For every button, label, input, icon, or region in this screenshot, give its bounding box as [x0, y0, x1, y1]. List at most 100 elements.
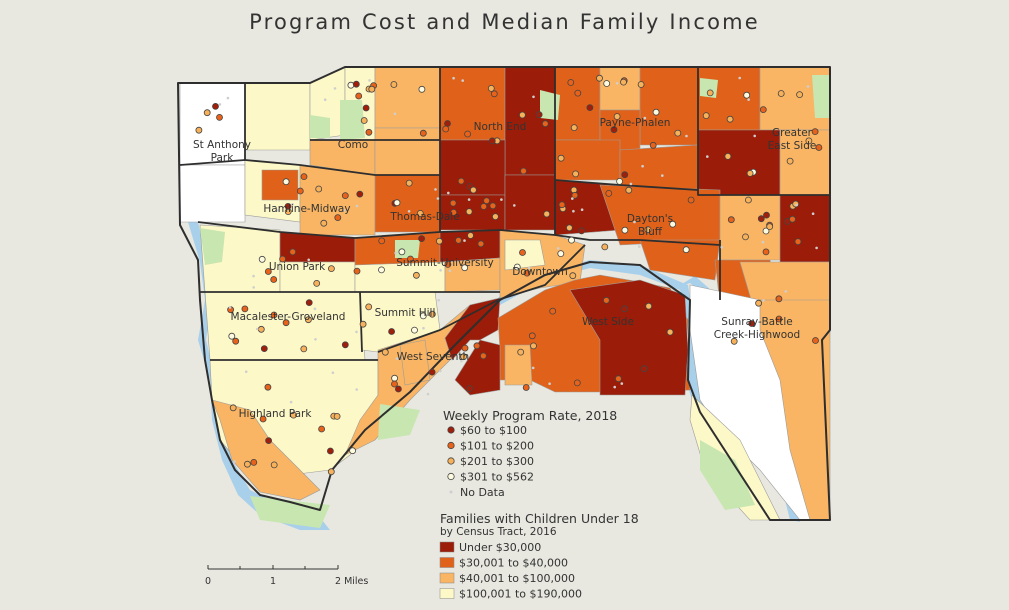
neighborhood-label: Payne-Phalen: [600, 117, 671, 129]
no-data-dot: [629, 182, 633, 186]
no-data-dot: [460, 359, 463, 363]
tract-2: [244, 82, 311, 151]
program-dot: [464, 130, 472, 138]
legend-program-label: No Data: [460, 486, 505, 499]
program-dot: [572, 170, 579, 178]
no-data-dot: [531, 366, 535, 370]
program-dot: [483, 197, 491, 205]
program-dot: [601, 243, 609, 251]
program-dot: [724, 152, 732, 160]
tract-14: [599, 66, 641, 111]
no-data-dot: [447, 191, 450, 195]
program-dot: [645, 302, 653, 310]
program-dot: [522, 384, 530, 391]
neighborhood-label: West Seventh: [397, 351, 469, 363]
program-dot: [620, 78, 627, 86]
program-dot: [727, 216, 735, 224]
program-dot: [467, 232, 474, 239]
program-dot: [777, 90, 785, 97]
program-dot: [352, 80, 360, 88]
no-data-dot: [422, 326, 425, 330]
no-data-dot: [314, 338, 317, 341]
program-dot: [353, 267, 361, 275]
program-dot: [444, 260, 452, 268]
program-dot: [279, 255, 287, 263]
program-dot: [264, 383, 272, 391]
program-dot: [349, 447, 357, 455]
tract-24: [261, 169, 299, 201]
program-dot: [479, 352, 487, 360]
map-title: Program Cost and Median Family Income: [249, 10, 760, 34]
legend-income-swatch: [439, 557, 455, 568]
program-dot: [528, 332, 536, 340]
program-dot: [250, 458, 258, 466]
no-data-dot: [580, 208, 584, 211]
program-dot: [406, 255, 414, 263]
no-data-dot: [761, 240, 765, 244]
tract-49: [211, 399, 321, 501]
program-dot: [466, 385, 473, 392]
program-dot: [794, 238, 802, 246]
program-dot: [669, 220, 677, 228]
no-data-dot: [500, 198, 503, 201]
legend-program-symbol: [449, 490, 453, 494]
program-dot: [270, 276, 278, 283]
program-dot: [318, 425, 326, 433]
program-dot: [320, 219, 328, 227]
boundary-8: [197, 221, 721, 246]
program-dot: [435, 237, 443, 245]
park-1: [310, 115, 330, 138]
program-dot: [388, 328, 396, 335]
program-dot: [523, 269, 531, 277]
program-dot: [300, 345, 308, 353]
program-dot: [674, 129, 682, 137]
tract-52: [399, 339, 431, 386]
program-dot: [519, 249, 526, 256]
no-data-dot: [252, 286, 255, 289]
program-dot: [265, 437, 273, 445]
program-dot: [586, 104, 594, 111]
tract-54: [569, 279, 689, 396]
program-dot: [603, 80, 611, 87]
program-dot: [748, 320, 756, 327]
legend-income-title: Families with Children Under 18: [440, 511, 639, 526]
neighborhood-label: Hamline-Midway: [263, 203, 350, 215]
program-dot: [742, 233, 749, 241]
legend-income-subtitle: by Census Tract, 2016: [440, 526, 557, 538]
no-data-dot: [393, 112, 397, 116]
program-dot: [365, 303, 373, 311]
program-dot: [745, 196, 752, 204]
program-dot: [480, 203, 488, 210]
no-data-dot: [291, 203, 294, 206]
neighborhood-label: St Anthony Park: [193, 139, 251, 164]
program-dot: [355, 92, 363, 100]
program-dot: [391, 374, 399, 382]
program-dot: [569, 272, 577, 280]
program-dot: [419, 312, 427, 320]
program-dot: [258, 255, 266, 263]
program-dot: [241, 305, 249, 313]
legend-income-label: Under $30,000: [459, 541, 541, 554]
program-dot: [687, 196, 695, 204]
program-dot: [557, 154, 565, 162]
program-dot: [625, 186, 633, 194]
neighborhood-label: Highland Park: [239, 408, 313, 420]
program-dot: [461, 264, 469, 272]
no-data-dot: [806, 85, 810, 88]
program-dot: [243, 460, 251, 468]
program-dot: [428, 368, 436, 376]
program-dot: [449, 199, 457, 207]
legend-income-swatch: [439, 588, 455, 599]
program-dot: [757, 215, 765, 223]
program-dot: [203, 109, 211, 117]
program-dot: [460, 353, 468, 361]
program-dot: [491, 213, 499, 221]
program-dot: [333, 412, 341, 420]
no-data-dot: [307, 258, 311, 262]
tract-55: [454, 339, 501, 396]
no-data-dot: [685, 134, 688, 138]
program-dot: [229, 404, 237, 412]
program-dot: [300, 173, 308, 181]
no-data-dot: [747, 98, 750, 101]
program-dot: [411, 326, 418, 334]
